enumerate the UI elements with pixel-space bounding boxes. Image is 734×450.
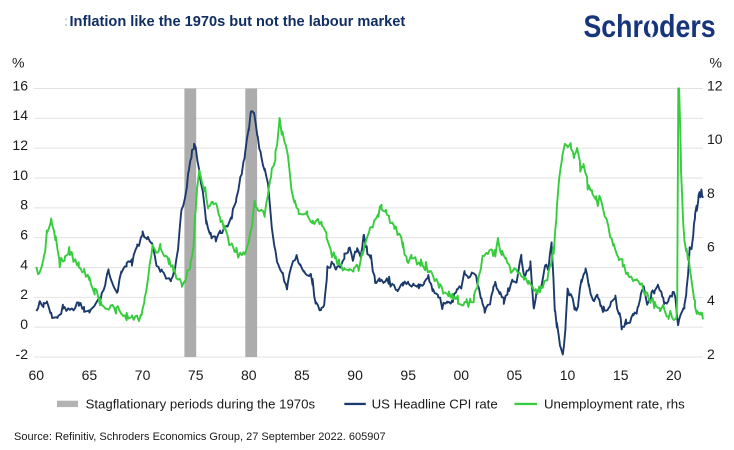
svg-text:60: 60 <box>29 367 45 383</box>
svg-text:%: % <box>12 54 24 70</box>
svg-text:0: 0 <box>20 316 28 332</box>
svg-text:16: 16 <box>12 77 28 93</box>
svg-text:Unemployment rate, rhs: Unemployment rate, rhs <box>544 397 685 412</box>
svg-text:2: 2 <box>707 346 715 362</box>
svg-text:05: 05 <box>507 367 523 383</box>
svg-text:Schroders: Schroders <box>584 10 716 45</box>
svg-text:15: 15 <box>613 367 629 383</box>
svg-text:75: 75 <box>188 367 204 383</box>
svg-text:4: 4 <box>707 292 715 308</box>
svg-text:8: 8 <box>707 185 715 201</box>
svg-text:95: 95 <box>400 367 416 383</box>
svg-text:%: % <box>710 54 722 70</box>
svg-text:US Headline CPI rate: US Headline CPI rate <box>372 397 498 412</box>
svg-text:8: 8 <box>20 197 28 213</box>
svg-text:Source: Refinitiv, Schroders E: Source: Refinitiv, Schroders Economics G… <box>14 431 386 443</box>
svg-text::: : <box>64 14 69 30</box>
svg-text:80: 80 <box>241 367 257 383</box>
svg-text:Inflation like the 1970s but n: Inflation like the 1970s but not the lab… <box>70 14 406 30</box>
svg-text:Stagflationary periods during: Stagflationary periods during the 1970s <box>86 397 316 412</box>
svg-text:00: 00 <box>454 367 470 383</box>
svg-text:70: 70 <box>135 367 151 383</box>
svg-text:6: 6 <box>20 227 28 243</box>
svg-text:10: 10 <box>12 167 28 183</box>
svg-text:10: 10 <box>560 367 576 383</box>
svg-text:12: 12 <box>707 77 723 93</box>
svg-text:90: 90 <box>347 367 363 383</box>
svg-text:12: 12 <box>12 137 28 153</box>
svg-text:-2: -2 <box>16 346 29 362</box>
svg-text:65: 65 <box>82 367 98 383</box>
svg-text:14: 14 <box>12 107 28 123</box>
svg-text:4: 4 <box>20 256 28 272</box>
svg-text:2: 2 <box>20 286 28 302</box>
svg-text:10: 10 <box>707 131 723 147</box>
svg-text:6: 6 <box>707 239 715 255</box>
svg-text:20: 20 <box>666 367 682 383</box>
svg-text:85: 85 <box>294 367 310 383</box>
